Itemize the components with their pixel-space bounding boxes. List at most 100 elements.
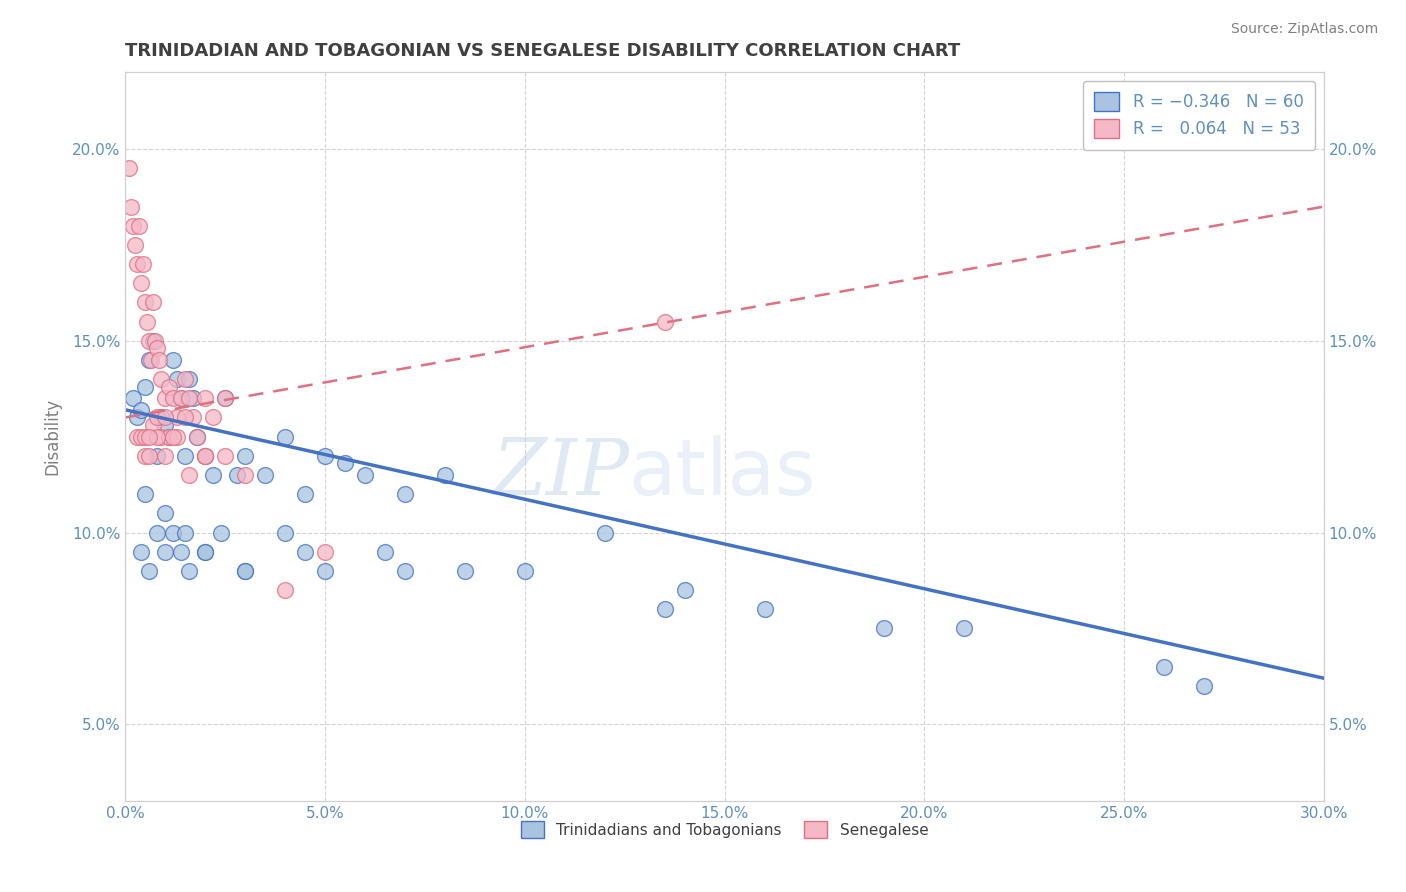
Point (146, 430, 169, 444)
Point (174, 449, 197, 463)
Legend: Trinidadians and Tobagonians, Senegalese: Trinidadians and Tobagonians, Senegalese (515, 815, 935, 844)
Point (179, 468, 201, 483)
Point (394, 487, 416, 501)
Point (194, 544, 217, 558)
Point (150, 430, 173, 444)
Point (214, 449, 236, 463)
Point (146, 525, 169, 540)
Point (254, 468, 277, 483)
Point (233, 564, 256, 578)
Point (754, 602, 776, 616)
Point (179, 392, 201, 406)
Point (146, 449, 169, 463)
Point (233, 564, 256, 578)
Text: Source: ZipAtlas.com: Source: ZipAtlas.com (1230, 22, 1378, 37)
Point (174, 525, 197, 540)
Point (654, 315, 676, 329)
Point (179, 564, 201, 578)
Point (162, 525, 184, 540)
Y-axis label: Disability: Disability (44, 398, 60, 475)
Point (314, 564, 336, 578)
Point (127, 430, 149, 444)
Point (294, 487, 316, 501)
Point (179, 372, 201, 386)
Point (1153, 659, 1175, 673)
Point (131, 544, 153, 558)
Point (374, 544, 396, 558)
Point (138, 353, 160, 368)
Point (1192, 679, 1215, 693)
Point (127, 257, 149, 271)
Point (170, 544, 193, 558)
Point (202, 410, 225, 425)
Point (142, 295, 165, 310)
Point (146, 410, 169, 425)
Point (170, 392, 193, 406)
Point (174, 372, 197, 386)
Text: ZIP: ZIP (492, 435, 628, 511)
Point (120, 200, 142, 214)
Point (194, 392, 217, 406)
Point (274, 582, 297, 597)
Point (194, 449, 217, 463)
Point (433, 468, 456, 483)
Point (166, 410, 188, 425)
Point (294, 544, 316, 558)
Point (226, 468, 249, 483)
Point (183, 392, 205, 406)
Point (186, 430, 208, 444)
Point (155, 506, 177, 520)
Point (150, 372, 173, 386)
Point (314, 449, 336, 463)
Point (953, 621, 976, 635)
Point (146, 342, 169, 356)
Point (454, 564, 477, 578)
Point (170, 392, 193, 406)
Point (162, 392, 184, 406)
Point (873, 621, 896, 635)
Point (132, 257, 155, 271)
Point (155, 410, 177, 425)
Point (214, 392, 236, 406)
Point (209, 525, 232, 540)
Point (155, 392, 177, 406)
Point (673, 582, 696, 597)
Point (333, 457, 356, 471)
Point (134, 487, 156, 501)
Point (157, 430, 180, 444)
Text: TRINIDADIAN AND TOBAGONIAN VS SENEGALESE DISABILITY CORRELATION CHART: TRINIDADIAN AND TOBAGONIAN VS SENEGALESE… (125, 42, 960, 60)
Point (202, 468, 225, 483)
Point (134, 380, 156, 394)
Point (131, 430, 153, 444)
Point (186, 430, 208, 444)
Point (124, 238, 146, 252)
Point (162, 353, 184, 368)
Point (138, 449, 160, 463)
Point (162, 430, 184, 444)
Point (194, 449, 217, 463)
Point (214, 392, 236, 406)
Point (194, 544, 217, 558)
Point (157, 380, 180, 394)
Point (174, 410, 197, 425)
Point (138, 430, 160, 444)
Point (128, 219, 150, 233)
Point (354, 468, 377, 483)
Point (155, 449, 177, 463)
Point (134, 295, 156, 310)
Point (513, 564, 536, 578)
Point (194, 449, 217, 463)
Point (233, 468, 256, 483)
Point (593, 525, 616, 540)
Point (166, 430, 188, 444)
Point (166, 372, 188, 386)
Point (118, 161, 141, 176)
Point (122, 219, 145, 233)
Point (183, 410, 205, 425)
Point (145, 334, 167, 348)
Point (233, 449, 256, 463)
Point (148, 353, 170, 368)
Point (138, 334, 160, 348)
Point (274, 525, 297, 540)
Point (155, 544, 177, 558)
